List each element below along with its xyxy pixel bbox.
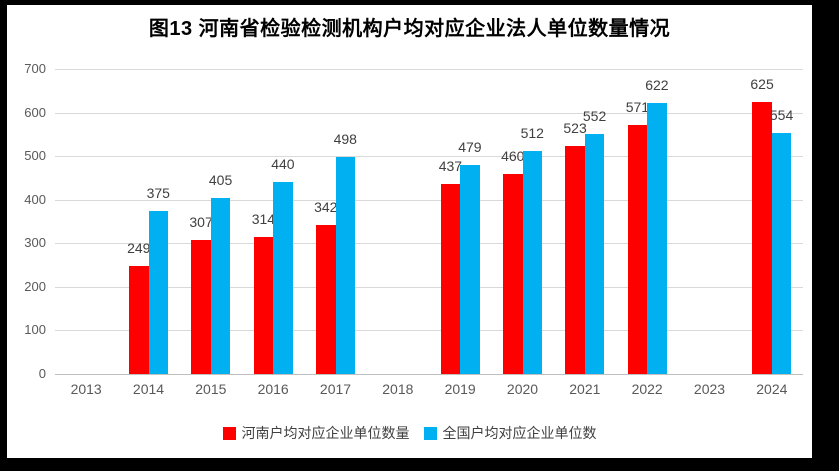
bar-value-label: 249 — [127, 239, 151, 256]
gridline — [55, 69, 803, 70]
frame-edge-bottom — [0, 458, 839, 471]
legend-swatch-blue — [423, 426, 437, 440]
bar-national — [584, 133, 605, 374]
bar-national — [148, 210, 168, 374]
bar-henan — [440, 183, 461, 374]
y-tick-label: 700 — [24, 61, 46, 76]
bar-value-label: 405 — [208, 171, 233, 188]
bar-national — [210, 197, 231, 374]
bar-national — [460, 165, 480, 374]
y-tick-label: 100 — [24, 322, 46, 338]
gridline — [55, 330, 803, 332]
bar-value-label: 314 — [251, 211, 276, 228]
gridline — [55, 199, 803, 201]
chart-title: 图13 河南省检验检测机构户均对应企业法人单位数量情况 — [148, 18, 671, 40]
x-tick-label: 2017 — [319, 381, 352, 397]
x-tick-label: 2024 — [756, 381, 788, 397]
x-axis-line — [55, 374, 803, 375]
bar-henan — [752, 101, 772, 374]
bar-henan — [565, 146, 585, 374]
x-tick-label: 2021 — [569, 381, 601, 397]
bar-value-label: 440 — [271, 156, 295, 173]
legend-item-henan: 河南户均对应企业单位数量 — [222, 423, 410, 443]
bar-value-label: 460 — [501, 147, 525, 164]
bar-henan — [316, 225, 336, 374]
bar-national — [522, 150, 542, 374]
legend-label: 河南户均对应企业单位数量 — [241, 425, 410, 441]
y-tick-label: 600 — [24, 104, 46, 120]
legend-label: 全国户均对应企业单位数 — [442, 425, 597, 441]
bar-value-label: 375 — [146, 184, 170, 201]
bar-value-label: 523 — [563, 120, 587, 137]
legend-item-national: 全国户均对应企业单位数 — [423, 423, 597, 443]
bar-national — [647, 103, 667, 374]
x-tick-label: 2018 — [382, 381, 414, 397]
x-tick-label: 2016 — [257, 381, 289, 397]
bar-value-label: 622 — [645, 77, 669, 93]
bar-value-label: 554 — [769, 106, 794, 123]
gridline — [55, 286, 803, 288]
bar-value-label: 512 — [520, 124, 544, 141]
bar-value-label: 479 — [458, 139, 482, 156]
bar-value-label: 498 — [333, 131, 357, 148]
frame-edge-left — [0, 0, 7, 471]
bar-henan — [191, 240, 211, 374]
frame-edge-top — [0, 0, 839, 5]
bar-value-label: 571 — [625, 99, 650, 116]
gridline — [55, 156, 803, 158]
frame-edge-right — [812, 0, 839, 471]
x-tick-label: 2019 — [444, 381, 476, 397]
bar-value-label: 342 — [314, 199, 338, 215]
x-tick-label: 2023 — [693, 381, 726, 397]
bar-henan — [627, 125, 648, 374]
y-tick-label: 300 — [24, 235, 46, 251]
chart-legend: 河南户均对应企业单位数量 全国户均对应企业单位数 — [7, 423, 812, 443]
y-tick-label: 500 — [24, 148, 46, 164]
y-tick-label: 0 — [38, 366, 46, 381]
legend-swatch-red — [222, 426, 236, 440]
x-tick-label: 2015 — [195, 381, 227, 397]
bar-henan — [253, 237, 274, 374]
plot-area: 249 375 307 405 314 440 342 498 437 479 460 512 523 5… — [55, 69, 803, 375]
bar-value-label: 307 — [189, 214, 213, 231]
bar-henan — [503, 173, 523, 374]
bar-henan — [129, 265, 149, 374]
y-tick-label: 400 — [24, 191, 46, 207]
y-tick-label: 200 — [24, 278, 46, 294]
bar-national — [335, 157, 355, 374]
x-tick-label: 2020 — [506, 381, 539, 397]
bar-value-label: 625 — [750, 75, 774, 92]
bar-national — [771, 132, 792, 374]
x-tick-label: 2022 — [631, 381, 663, 397]
bar-value-label: 552 — [582, 107, 607, 124]
gridline — [55, 112, 803, 114]
bar-national — [273, 182, 293, 374]
x-tick-label: 2013 — [70, 381, 102, 397]
bar-value-label: 437 — [438, 157, 463, 174]
gridline — [55, 243, 803, 245]
x-tick-label: 2014 — [132, 381, 165, 397]
